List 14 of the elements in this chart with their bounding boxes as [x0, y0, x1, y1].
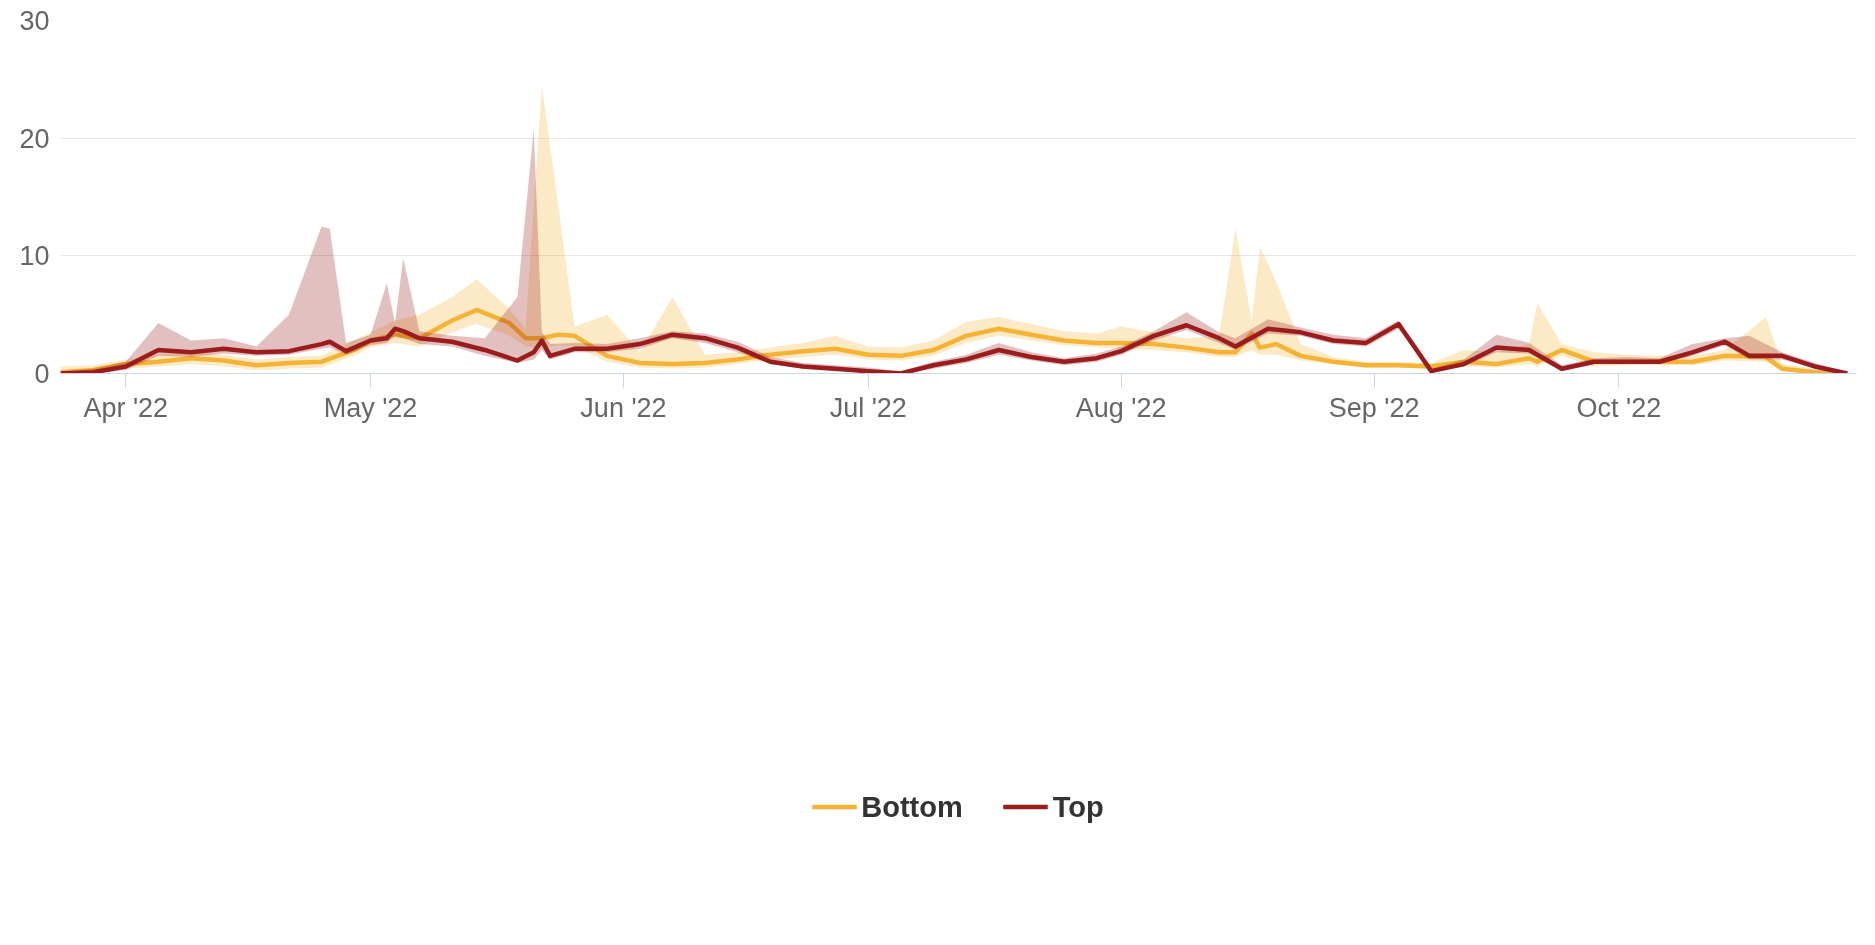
legend-label: Top: [1052, 790, 1104, 824]
y-tick-label: 0: [34, 359, 50, 389]
y-tick-label: 20: [19, 123, 50, 154]
x-tick-label: Jun '22: [580, 392, 667, 423]
x-tick-label: Oct '22: [1576, 392, 1662, 423]
legend-label: Bottom: [861, 790, 963, 824]
x-tick-label: Sep '22: [1328, 392, 1420, 423]
x-tick-label: Aug '22: [1075, 392, 1167, 423]
y-tick-label: 30: [19, 6, 50, 36]
x-tick-label: Apr '22: [83, 392, 169, 423]
x-tick-label: Jul '22: [829, 392, 907, 423]
x-tick-label: May '22: [323, 392, 418, 423]
line-series: [60, 321, 1850, 374]
y-tick-label: 10: [19, 241, 50, 272]
